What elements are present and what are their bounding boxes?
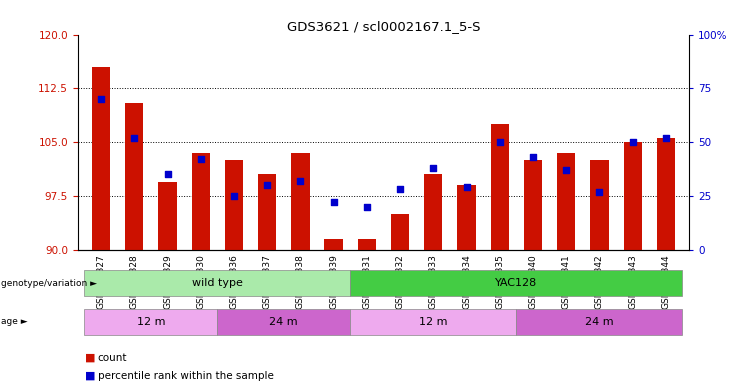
Bar — [591, 160, 608, 250]
Bar — [291, 153, 310, 250]
Point — [394, 186, 406, 192]
Bar — [557, 153, 575, 250]
Bar — [358, 239, 376, 250]
Bar — [391, 214, 409, 250]
Bar — [192, 153, 210, 250]
Point — [494, 139, 505, 145]
Point — [294, 178, 306, 184]
Point — [195, 156, 207, 162]
Point — [328, 199, 339, 205]
Point — [660, 135, 672, 141]
Bar — [623, 142, 642, 250]
Point — [95, 96, 107, 102]
Point — [361, 204, 373, 210]
Point — [162, 171, 173, 177]
Bar — [350, 309, 516, 334]
Bar — [350, 270, 682, 296]
Bar — [84, 309, 217, 334]
Bar — [657, 139, 675, 250]
Text: 24 m: 24 m — [585, 316, 614, 327]
Text: count: count — [98, 353, 127, 363]
Text: genotype/variation ►: genotype/variation ► — [1, 279, 98, 288]
Text: 12 m: 12 m — [136, 316, 165, 327]
Bar — [159, 182, 176, 250]
Bar — [125, 103, 144, 250]
Title: GDS3621 / scl0002167.1_5-S: GDS3621 / scl0002167.1_5-S — [287, 20, 480, 33]
Point — [560, 167, 572, 173]
Text: 12 m: 12 m — [419, 316, 448, 327]
Text: ■: ■ — [85, 371, 96, 381]
Bar — [516, 309, 682, 334]
Point — [428, 165, 439, 171]
Bar — [217, 309, 350, 334]
Point — [594, 189, 605, 195]
Text: percentile rank within the sample: percentile rank within the sample — [98, 371, 273, 381]
Bar — [92, 67, 110, 250]
Bar — [457, 185, 476, 250]
Bar — [491, 124, 509, 250]
Text: age ►: age ► — [1, 317, 28, 326]
Bar — [524, 160, 542, 250]
Text: YAC128: YAC128 — [495, 278, 537, 288]
Text: ■: ■ — [85, 353, 96, 363]
Text: wild type: wild type — [192, 278, 243, 288]
Point — [228, 193, 240, 199]
Bar — [325, 239, 343, 250]
Text: 24 m: 24 m — [270, 316, 298, 327]
Point — [527, 154, 539, 160]
Point — [627, 139, 639, 145]
Point — [262, 182, 273, 188]
Point — [128, 135, 140, 141]
Bar — [258, 174, 276, 250]
Bar — [225, 160, 243, 250]
Point — [461, 184, 473, 190]
Bar — [84, 270, 350, 296]
Bar — [424, 174, 442, 250]
